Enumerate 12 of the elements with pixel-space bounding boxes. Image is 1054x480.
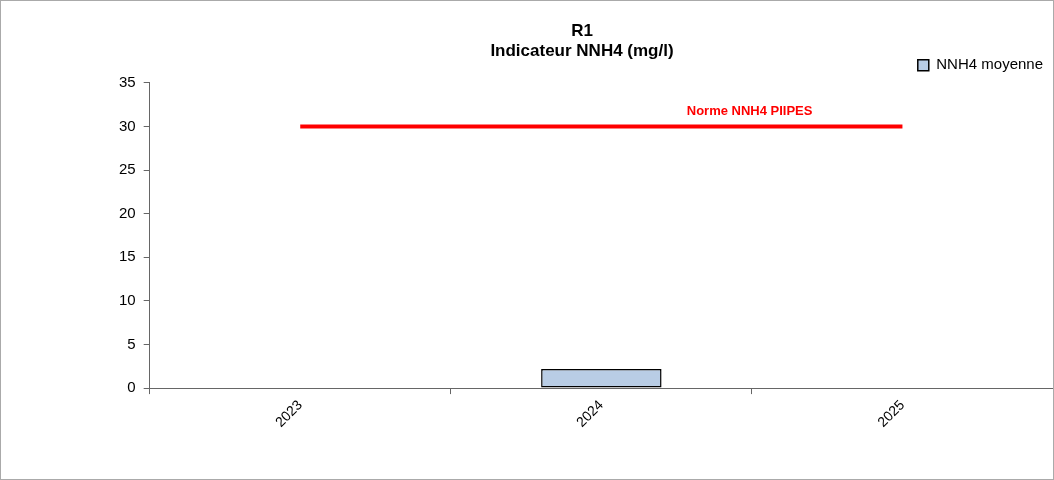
legend-label: NNH4 moyenne [936, 55, 1043, 73]
y-tick-label: 25 [119, 160, 136, 178]
y-tick-label: 30 [119, 116, 136, 134]
y-tick-label: 20 [119, 203, 136, 221]
y-tick-label: 15 [119, 247, 136, 265]
y-tick-label: 0 [127, 378, 136, 396]
y-tick-label: 10 [119, 291, 136, 309]
series-label: Norme NNH4 PIIPES [686, 103, 813, 119]
y-tick-label: 5 [127, 334, 136, 352]
y-tick-label: 35 [119, 72, 136, 90]
chart-subtitle: Indicateur NNH4 (mg/l) [490, 41, 674, 61]
chart-title: R1 [571, 20, 593, 40]
